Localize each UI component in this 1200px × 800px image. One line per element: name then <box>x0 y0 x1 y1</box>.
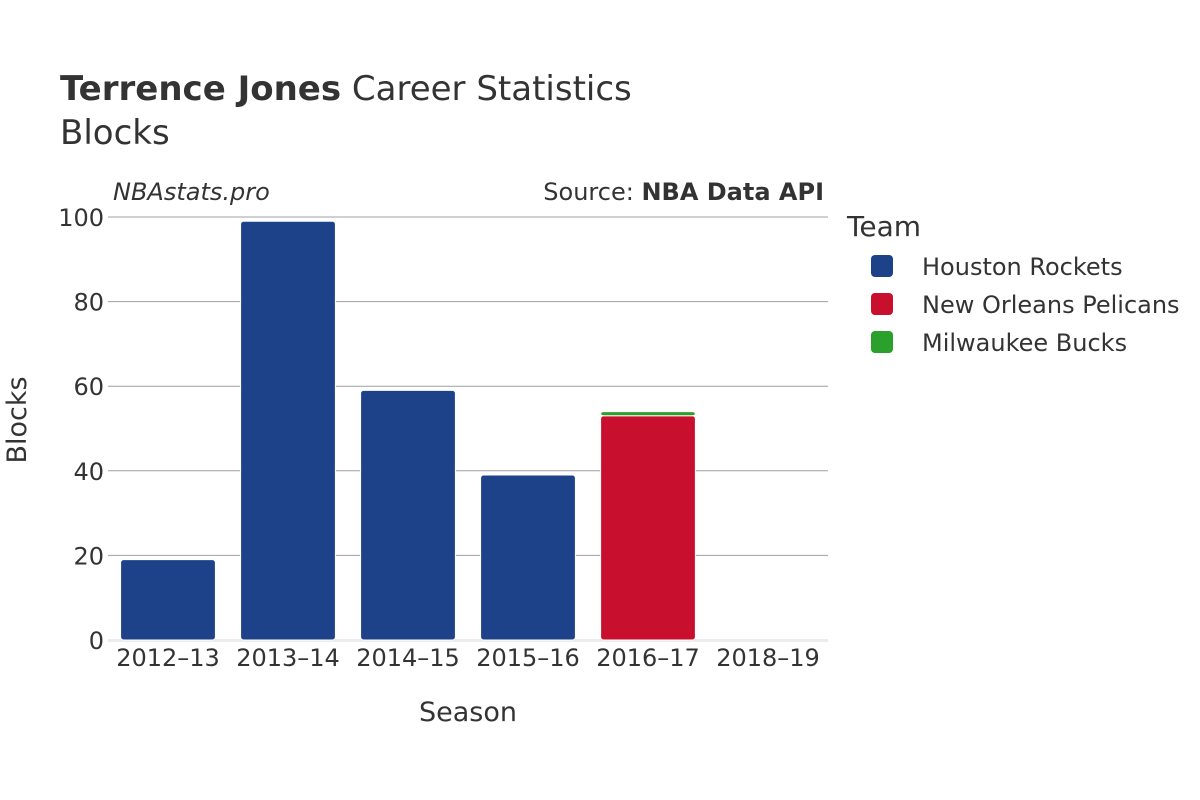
legend-item: Houston Rockets <box>871 253 1123 281</box>
y-tick-label: 40 <box>73 458 104 486</box>
y-tick-label: 20 <box>73 542 104 570</box>
legend-swatch <box>871 255 893 277</box>
source-name: NBA Data API <box>641 178 824 206</box>
bar-segment <box>240 220 336 641</box>
legend: Houston Rockets New Orleans Pelicans Milwa… <box>871 253 1180 357</box>
x-tick-label: 2014–15 <box>356 644 460 672</box>
x-tick-label: 2015–16 <box>476 644 580 672</box>
title-rest: Career Statistics <box>341 69 632 109</box>
bar-segment <box>120 559 216 641</box>
legend-item: New Orleans Pelicans <box>871 291 1180 319</box>
bar-segment <box>600 411 696 417</box>
y-tick-label: 100 <box>58 204 104 232</box>
x-axis-title: Season <box>419 697 517 728</box>
legend-swatch <box>871 331 893 353</box>
bar-segment <box>360 389 456 641</box>
legend-label: Houston Rockets <box>922 253 1123 281</box>
credit-source: Source: NBA Data API <box>543 178 824 206</box>
bar-segment <box>480 474 576 641</box>
y-tick-label: 0 <box>89 627 104 655</box>
chart-title: Terrence Jones Career Statistics <box>60 68 632 110</box>
bars <box>120 220 696 641</box>
x-tick-labels: 2012–13 2013–14 2014–15 2015–16 2016–17 2018–… <box>116 644 820 672</box>
player-name: Terrence Jones <box>60 69 342 109</box>
legend-item: Milwaukee Bucks <box>871 329 1127 357</box>
y-tick-label: 60 <box>73 373 104 401</box>
x-tick-label: 2012–13 <box>116 644 220 672</box>
x-tick-label: 2018–19 <box>716 644 820 672</box>
legend-title: Team <box>846 210 921 243</box>
y-tick-label: 80 <box>73 289 104 317</box>
source-prefix: Source: <box>543 178 641 206</box>
legend-label: New Orleans Pelicans <box>922 291 1180 319</box>
chart-subtitle: Blocks <box>60 113 170 153</box>
x-tick-label: 2016–17 <box>596 644 700 672</box>
legend-swatch <box>871 293 893 315</box>
x-tick-label: 2013–14 <box>236 644 340 672</box>
legend-label: Milwaukee Bucks <box>922 329 1127 357</box>
credit-site: NBAstats.pro <box>113 178 270 206</box>
y-axis-title: Blocks <box>2 376 33 463</box>
grid-lines <box>108 216 828 642</box>
y-tick-labels: 0 20 40 60 80 100 <box>58 204 104 655</box>
bar-segment <box>600 415 696 641</box>
